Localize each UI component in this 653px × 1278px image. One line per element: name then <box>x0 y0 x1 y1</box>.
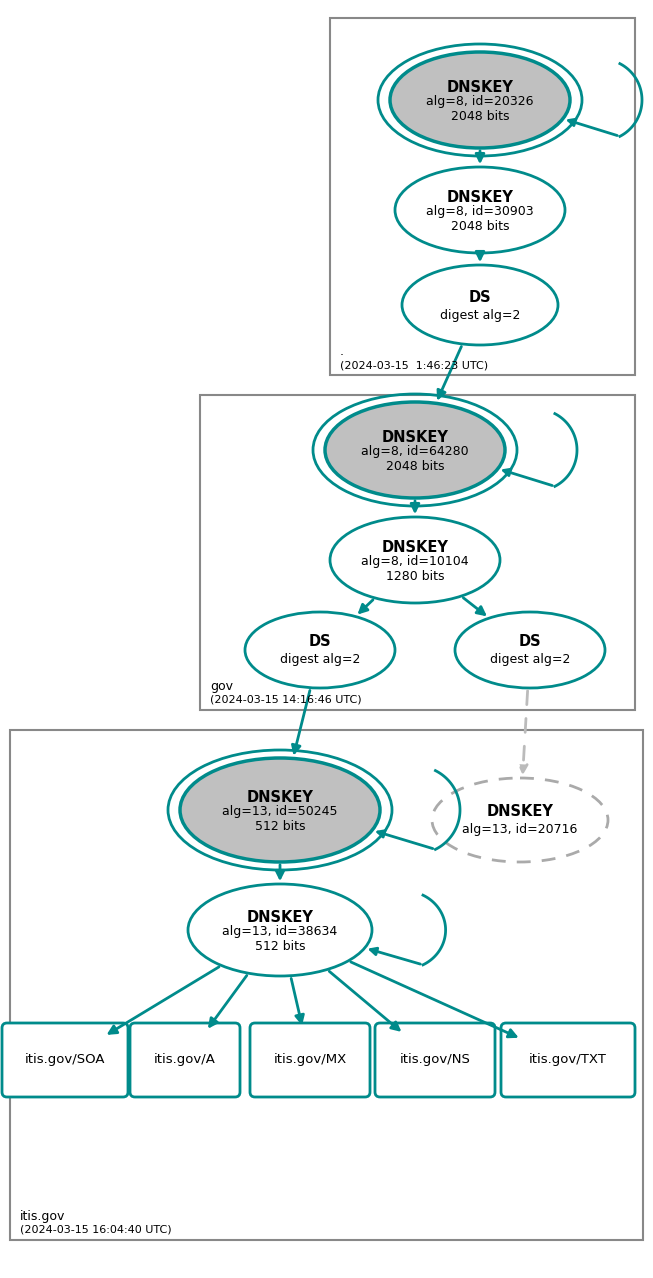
Text: alg=13, id=50245: alg=13, id=50245 <box>222 805 338 818</box>
Text: alg=8, id=30903: alg=8, id=30903 <box>426 206 534 219</box>
Text: DS: DS <box>309 634 331 649</box>
Text: (2024-03-15 14:16:46 UTC): (2024-03-15 14:16:46 UTC) <box>210 695 362 705</box>
Text: DNSKEY: DNSKEY <box>486 804 554 819</box>
Text: alg=8, id=64280: alg=8, id=64280 <box>361 446 469 459</box>
Bar <box>10 730 643 1240</box>
Ellipse shape <box>432 778 608 861</box>
Text: alg=13, id=20716: alg=13, id=20716 <box>462 823 578 837</box>
Text: 1280 bits: 1280 bits <box>386 570 444 584</box>
Text: DNSKEY: DNSKEY <box>247 910 313 924</box>
Text: DS: DS <box>518 634 541 649</box>
Text: alg=13, id=38634: alg=13, id=38634 <box>223 925 338 938</box>
Ellipse shape <box>455 612 605 688</box>
FancyBboxPatch shape <box>501 1022 635 1097</box>
FancyBboxPatch shape <box>2 1022 128 1097</box>
Text: itis.gov/NS: itis.gov/NS <box>400 1053 470 1067</box>
Text: DNSKEY: DNSKEY <box>447 79 513 95</box>
Text: gov: gov <box>210 680 233 693</box>
Bar <box>200 395 635 711</box>
Text: digest alg=2: digest alg=2 <box>440 308 520 322</box>
FancyBboxPatch shape <box>375 1022 495 1097</box>
Text: alg=8, id=20326: alg=8, id=20326 <box>426 96 534 109</box>
Text: DNSKEY: DNSKEY <box>381 429 449 445</box>
FancyBboxPatch shape <box>250 1022 370 1097</box>
Text: 2048 bits: 2048 bits <box>451 110 509 124</box>
Text: alg=8, id=10104: alg=8, id=10104 <box>361 556 469 569</box>
Text: DNSKEY: DNSKEY <box>247 790 313 804</box>
Ellipse shape <box>245 612 395 688</box>
Text: itis.gov/MX: itis.gov/MX <box>274 1053 347 1067</box>
Text: itis.gov: itis.gov <box>20 1210 65 1223</box>
FancyBboxPatch shape <box>130 1022 240 1097</box>
Ellipse shape <box>395 167 565 253</box>
Text: DNSKEY: DNSKEY <box>381 539 449 555</box>
Ellipse shape <box>325 403 505 498</box>
Ellipse shape <box>390 52 570 148</box>
Text: itis.gov/A: itis.gov/A <box>154 1053 216 1067</box>
Text: 2048 bits: 2048 bits <box>451 221 509 234</box>
Ellipse shape <box>402 265 558 345</box>
Text: DS: DS <box>469 290 491 304</box>
Text: 2048 bits: 2048 bits <box>386 460 444 474</box>
Text: (2024-03-15 16:04:40 UTC): (2024-03-15 16:04:40 UTC) <box>20 1226 172 1235</box>
Text: digest alg=2: digest alg=2 <box>280 653 360 667</box>
Text: DNSKEY: DNSKEY <box>447 189 513 204</box>
Text: itis.gov/TXT: itis.gov/TXT <box>529 1053 607 1067</box>
Text: 512 bits: 512 bits <box>255 820 305 833</box>
Text: 512 bits: 512 bits <box>255 941 305 953</box>
Text: (2024-03-15  1:46:23 UTC): (2024-03-15 1:46:23 UTC) <box>340 360 488 371</box>
Text: itis.gov/SOA: itis.gov/SOA <box>25 1053 105 1067</box>
Text: digest alg=2: digest alg=2 <box>490 653 570 667</box>
Text: .: . <box>340 345 344 358</box>
Ellipse shape <box>188 884 372 976</box>
Ellipse shape <box>330 518 500 603</box>
Bar <box>330 18 635 374</box>
Ellipse shape <box>180 758 380 861</box>
